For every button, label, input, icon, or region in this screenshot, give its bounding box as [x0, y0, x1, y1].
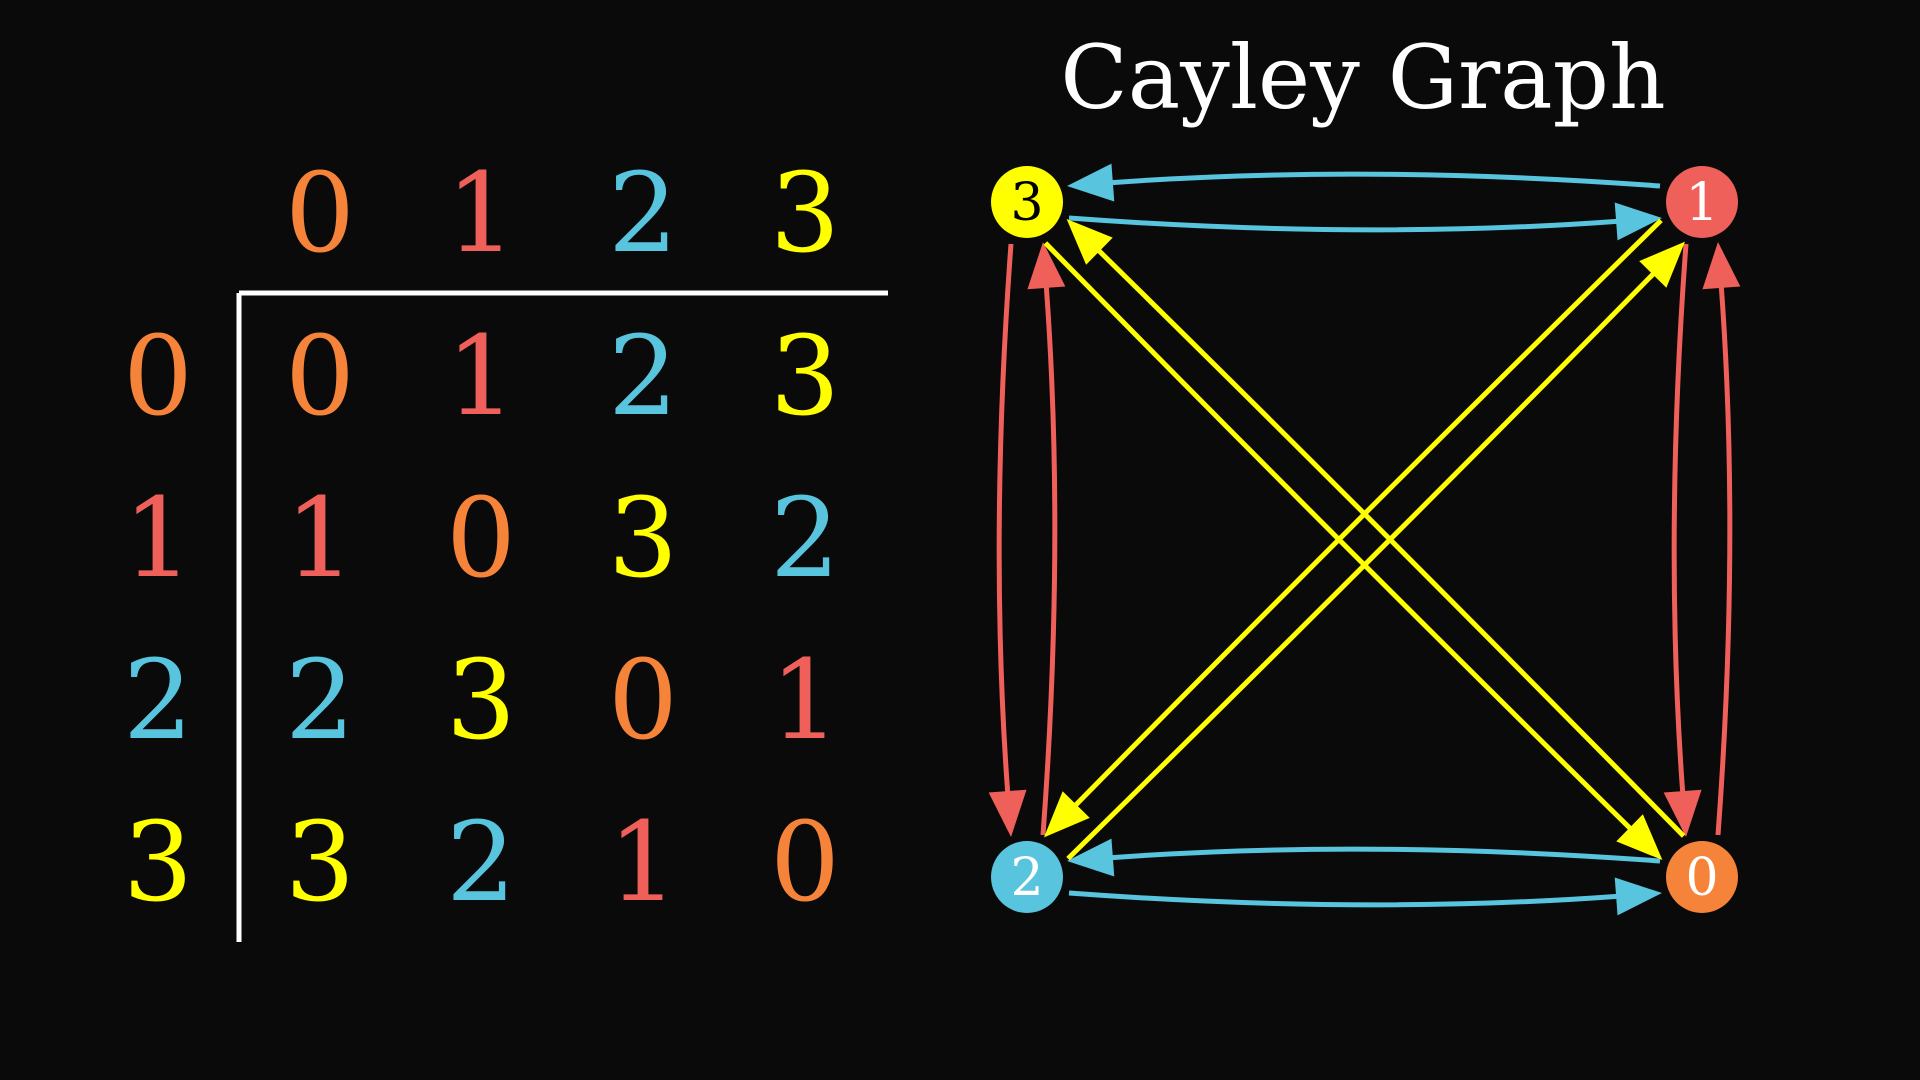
row-header: 3: [123, 798, 193, 926]
cayley-graph: 0 1 2 3: [988, 163, 1741, 916]
graph-edge: [1066, 241, 1686, 861]
graph-edge: [1043, 241, 1663, 861]
edge-line: [1043, 241, 1635, 833]
node-circle: [1666, 841, 1738, 913]
table-cell: 3: [608, 474, 678, 602]
table-cell: 1: [446, 312, 516, 440]
edge-arrowhead: [988, 789, 1027, 837]
edge-line: [1108, 171, 1661, 189]
graph-edge: [1702, 242, 1741, 836]
graph-node: 1: [1666, 166, 1738, 238]
edge-arrowhead: [1616, 814, 1663, 861]
edge-arrowhead: [1614, 877, 1662, 916]
edge-line: [1094, 246, 1686, 838]
edge-line: [1040, 283, 1058, 836]
edge-arrowhead: [1067, 163, 1115, 202]
edge-arrowhead: [1067, 838, 1115, 877]
edge-arrowhead: [1043, 791, 1090, 838]
table-cell: 0: [285, 312, 355, 440]
node-circle: [991, 166, 1063, 238]
graph-edge: [1067, 163, 1661, 202]
column-header: 0: [285, 149, 355, 277]
graph-edge: [1067, 838, 1661, 877]
graph-edge: [1066, 218, 1686, 838]
column-header: 3: [770, 149, 840, 277]
graph-node: 3: [991, 166, 1063, 238]
table-cell: 0: [770, 798, 840, 926]
table-cell: 2: [770, 474, 840, 602]
table-cell: 2: [285, 636, 355, 764]
edge-line: [1671, 243, 1689, 796]
edge-line: [1715, 283, 1733, 836]
table-cell: 2: [446, 798, 516, 926]
table-cell: 1: [770, 636, 840, 764]
edge-arrowhead: [1614, 202, 1662, 241]
edge-arrowhead: [1702, 242, 1741, 290]
node-label: 0: [1685, 848, 1718, 908]
edge-line: [1071, 218, 1663, 810]
edge-line: [1108, 846, 1661, 864]
table-cell: 3: [446, 636, 516, 764]
graph-edge: [1068, 877, 1662, 916]
table-cell: 0: [446, 474, 516, 602]
graph-node: 0: [1666, 841, 1738, 913]
edge-line: [1068, 890, 1621, 908]
row-header: 0: [123, 312, 193, 440]
table-cell: 0: [608, 636, 678, 764]
node-circle: [991, 841, 1063, 913]
edge-arrowhead: [1066, 218, 1113, 265]
node-label: 1: [1685, 173, 1718, 233]
graph-node: 2: [991, 841, 1063, 913]
table-cell: 1: [608, 798, 678, 926]
table-cell: 3: [770, 312, 840, 440]
edge-line: [996, 243, 1014, 796]
graph-edge: [1068, 202, 1662, 241]
node-label: 3: [1010, 173, 1043, 233]
table-cell: 3: [285, 798, 355, 926]
column-header: 1: [446, 149, 516, 277]
table-cell: 1: [285, 474, 355, 602]
graph-edges: [988, 163, 1741, 916]
node-circle: [1666, 166, 1738, 238]
graph-edge: [1663, 243, 1702, 837]
row-header: 2: [123, 636, 193, 764]
edge-arrowhead: [1027, 242, 1066, 290]
column-header: 2: [608, 149, 678, 277]
graph-edge: [1027, 242, 1066, 836]
graph-edge: [988, 243, 1027, 837]
edge-arrowhead: [1639, 241, 1686, 288]
graph-nodes: 0 1 2 3: [991, 166, 1738, 913]
table-cell: 2: [608, 312, 678, 440]
graph-edge: [1043, 218, 1663, 838]
edge-arrowhead: [1663, 789, 1702, 837]
page-title: Cayley Graph: [1060, 26, 1665, 129]
row-header: 1: [123, 474, 193, 602]
node-label: 2: [1010, 848, 1043, 908]
edge-line: [1068, 215, 1621, 233]
edge-line: [1066, 269, 1658, 861]
